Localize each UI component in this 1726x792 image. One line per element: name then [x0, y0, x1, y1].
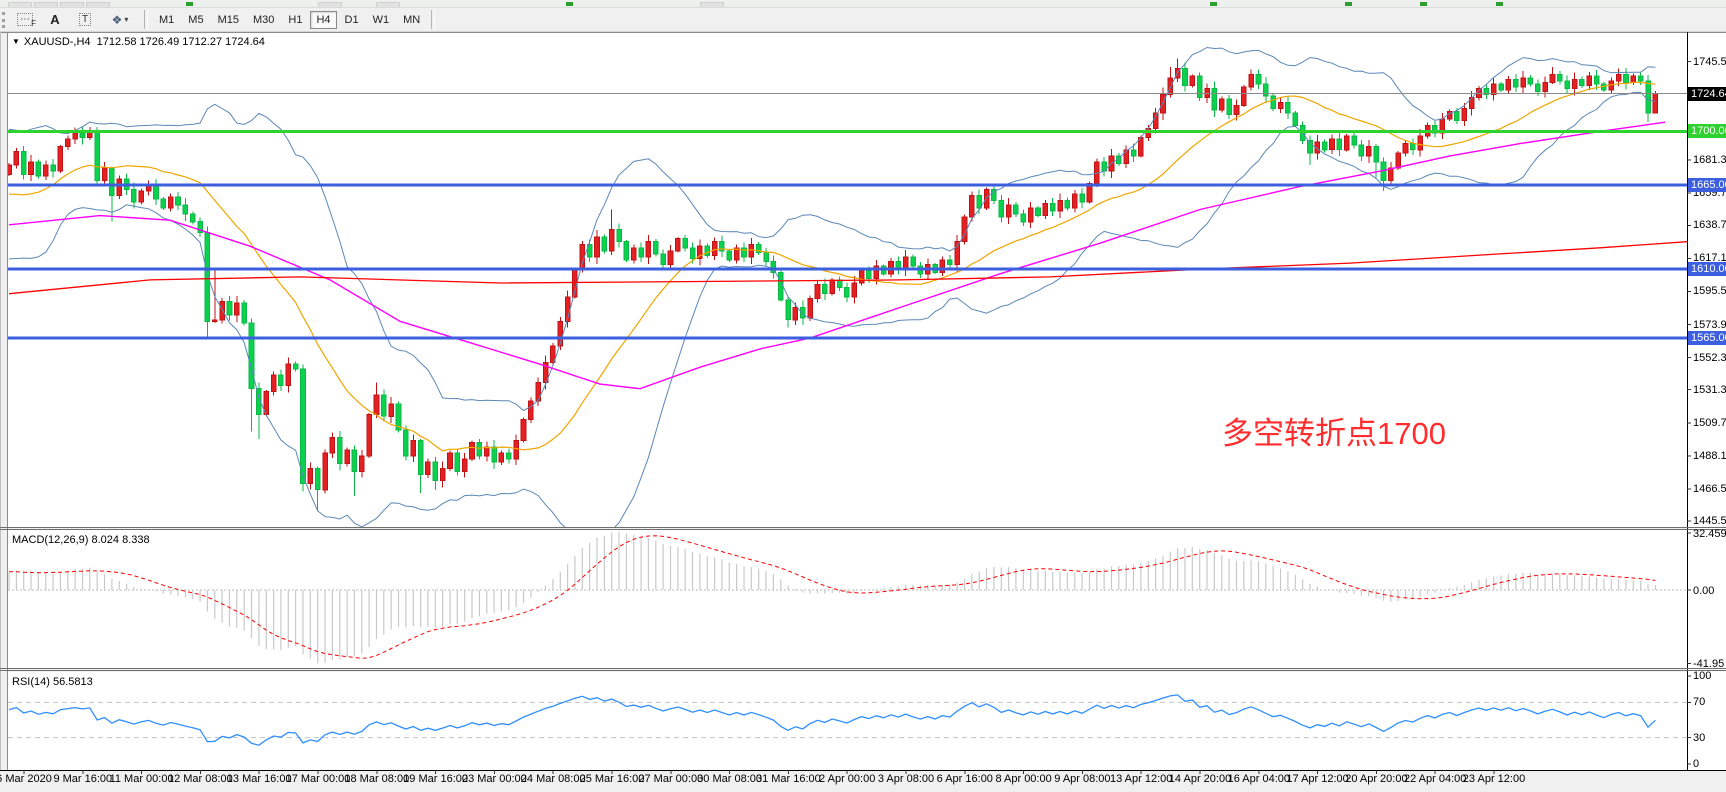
top-toolbar-remnant [0, 0, 1726, 8]
text-a-icon: A [50, 12, 60, 27]
shapes-dropdown-caret-icon[interactable]: ▾ [124, 15, 129, 24]
timeframe-button-w1[interactable]: W1 [367, 11, 396, 29]
text-tool-button[interactable]: A [41, 9, 69, 30]
timeframe-button-d1[interactable]: D1 [339, 11, 365, 29]
toolbar-separator [431, 10, 436, 29]
partial-toolbar-button [376, 2, 400, 7]
partial-green-icon [1345, 2, 1352, 6]
partial-toolbar-button [8, 2, 32, 7]
partial-toolbar-button [700, 2, 724, 7]
timeframe-button-m30[interactable]: M30 [247, 11, 280, 29]
timeframe-button-m5[interactable]: M5 [182, 11, 209, 29]
timeframe-button-h1[interactable]: H1 [282, 11, 308, 29]
timeframe-button-m1[interactable]: M1 [153, 11, 180, 29]
pattern-grid-icon: ⋯ [17, 13, 33, 26]
toolbar-separator [144, 10, 148, 29]
chart-canvas[interactable] [0, 31, 1726, 792]
timeframe-button-m15[interactable]: M15 [212, 11, 245, 29]
toolbar: ⋯ F A T ❖ ▾ M1 M5 M15 M30 H1 H4 D1 W1 MN [0, 8, 1726, 32]
timeframe-group: M1 M5 M15 M30 H1 H4 D1 W1 MN [152, 10, 427, 29]
partial-toolbar-button [34, 2, 58, 7]
timeframe-button-mn[interactable]: MN [397, 11, 426, 29]
textbox-t-icon: T [78, 13, 92, 26]
shapes-icon: ❖ [111, 12, 123, 27]
textbox-tool-button[interactable]: T [71, 9, 99, 30]
partial-green-icon [1210, 2, 1217, 6]
partial-green-icon [1496, 2, 1503, 6]
timeframe-button-h4[interactable]: H4 [310, 10, 337, 29]
partial-green-icon [566, 2, 573, 6]
shapes-tool-button[interactable]: ❖ ▾ [101, 9, 139, 30]
toolbar-drag-handle[interactable] [2, 11, 10, 28]
partial-green-icon [1420, 2, 1427, 6]
pattern-f-label: F [31, 19, 36, 28]
partial-toolbar-button [318, 2, 342, 7]
partial-green-icon [186, 2, 193, 6]
partial-toolbar-button [86, 2, 110, 7]
partial-toolbar-button [60, 2, 84, 7]
pattern-tool-button[interactable]: ⋯ F [11, 9, 39, 30]
chart-window: ▼ XAUUSD-,H4 1712.58 1726.49 1712.27 1724… [0, 31, 1726, 792]
